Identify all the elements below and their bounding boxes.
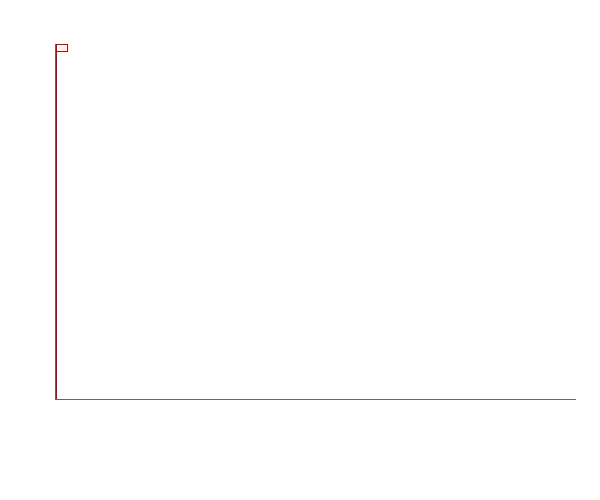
annotation-box: [56, 44, 68, 52]
property-size-chart: [0, 0, 600, 500]
plot-area: [55, 44, 576, 400]
property-marker-line: [56, 44, 57, 399]
